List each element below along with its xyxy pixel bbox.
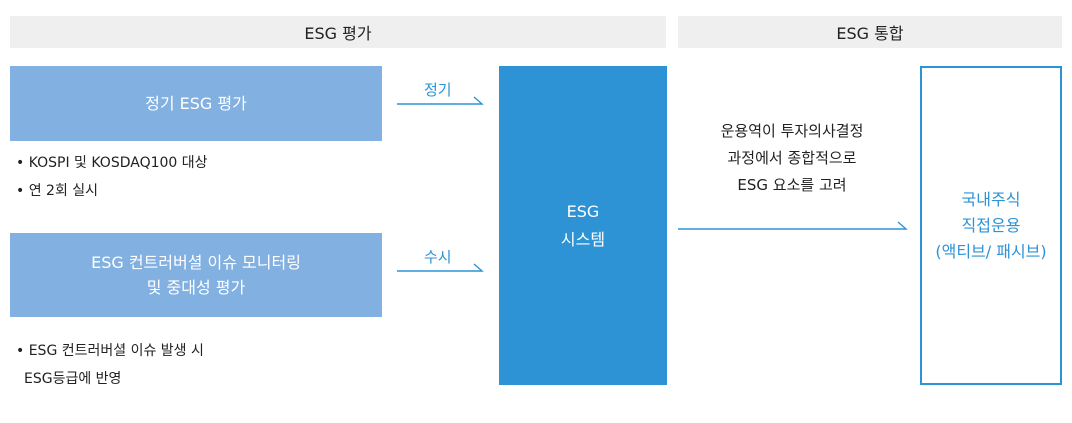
domestic-equity-line1: 국내주식 bbox=[961, 189, 1021, 209]
regular-evaluation-bullets: • KOSPI 및 KOSDAQ100 대상 • 연 2회 실시 bbox=[16, 149, 208, 205]
bullet-target: • KOSPI 및 KOSDAQ100 대상 bbox=[16, 155, 208, 171]
regular-evaluation-box: 정기 ESG 평가 bbox=[10, 66, 382, 141]
regular-evaluation-label: 정기 ESG 평가 bbox=[145, 94, 247, 113]
integration-note-line1: 운용역이 투자의사결정 bbox=[720, 122, 864, 140]
integration-arrow bbox=[678, 221, 908, 230]
controversy-bullets: • ESG 컨트러버셜 이슈 발생 시 ESG등급에 반영 bbox=[16, 337, 204, 393]
controversy-monitoring-label-line2: 및 중대성 평가 bbox=[146, 278, 246, 297]
regular-arrow bbox=[397, 96, 484, 105]
esg-system-box: ESG 시스템 bbox=[499, 66, 667, 385]
esg-evaluation-header-label: ESG 평가 bbox=[304, 24, 372, 43]
bullet-frequency: • 연 2회 실시 bbox=[16, 183, 99, 199]
bullet-grade-reflection: ESG등급에 반영 bbox=[24, 371, 122, 387]
esg-integration-header-label: ESG 통합 bbox=[836, 24, 904, 43]
adhoc-arrow-label: 수시 bbox=[424, 248, 452, 266]
esg-integration-header: ESG 통합 bbox=[678, 16, 1062, 48]
regular-arrow-label: 정기 bbox=[424, 81, 452, 99]
domestic-equity-line3: (액티브/ 패시브) bbox=[935, 241, 1047, 261]
controversy-monitoring-box: ESG 컨트러버셜 이슈 모니터링 및 중대성 평가 bbox=[10, 233, 382, 317]
adhoc-arrow bbox=[397, 263, 484, 272]
integration-note-line2: 과정에서 종합적으로 bbox=[727, 149, 857, 167]
bullet-controversy-event: • ESG 컨트러버셜 이슈 발생 시 bbox=[16, 343, 204, 359]
esg-system-label-line1: ESG bbox=[566, 201, 600, 221]
domestic-equity-box: 국내주식 직접운용 (액티브/ 패시브) bbox=[920, 66, 1062, 385]
integration-note: 운용역이 투자의사결정 과정에서 종합적으로 ESG 요소를 고려 bbox=[678, 118, 906, 199]
esg-evaluation-header: ESG 평가 bbox=[10, 16, 666, 48]
controversy-monitoring-label-line1: ESG 컨트러버셜 이슈 모니터링 bbox=[91, 253, 301, 272]
esg-system-label-line2: 시스템 bbox=[560, 229, 606, 249]
integration-note-line3: ESG 요소를 고려 bbox=[737, 176, 847, 194]
domestic-equity-line2: 직접운용 bbox=[961, 215, 1021, 235]
